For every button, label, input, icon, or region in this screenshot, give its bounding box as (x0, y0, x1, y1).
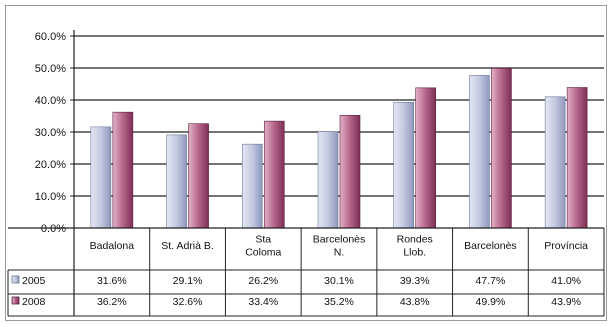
category-label-2: Sta Coloma (245, 234, 281, 259)
bar-2008-5 (491, 68, 512, 229)
legend-key-2005 (11, 275, 20, 284)
category-label-0: Badalona (90, 240, 135, 252)
y-tick-label: 0.0% (41, 223, 66, 235)
category-label-3: Barcelonès N. (313, 234, 366, 259)
data-label-2005-4: 39.3% (400, 275, 430, 287)
bar-2008-6 (566, 87, 588, 229)
y-tick-label: 10.0% (35, 191, 66, 203)
bar-2005-0 (90, 126, 112, 229)
data-label-2008-5: 49.9% (476, 296, 506, 308)
bar-2008-0 (112, 111, 134, 229)
bar-2005-6 (544, 96, 566, 229)
bars (90, 68, 588, 229)
data-label-2005-0: 31.6% (97, 275, 127, 287)
data-label-2005-5: 47.7% (476, 275, 506, 287)
legend-label-2008: 2008 (22, 296, 46, 308)
bar-2008-2 (263, 120, 285, 229)
bar-2008-3 (339, 115, 361, 229)
bar-2008-4 (415, 87, 437, 229)
y-tick-label: 50.0% (35, 63, 66, 75)
category-label-5: Barcelonès (464, 240, 517, 252)
bar-2005-3 (317, 131, 339, 229)
data-label-2008-6: 43.9% (551, 296, 581, 308)
gridlines (74, 35, 604, 197)
data-label-2005-6: 41.0% (551, 275, 581, 287)
legend-label-2005: 2005 (22, 275, 46, 287)
y-tick-label: 60.0% (35, 31, 66, 43)
data-label-2008-1: 32.6% (173, 296, 203, 308)
bar-2005-5 (469, 75, 490, 229)
category-label-4: Rondes Llob. (397, 234, 433, 259)
category-label-1: St. Adrià B. (161, 240, 214, 252)
data-label-2008-4: 43.8% (400, 296, 430, 308)
axes: 0.0% 10.0% 20.0% 30.0% 40.0% 50.0% 60.0% (8, 30, 604, 316)
data-label-2008-3: 35.2% (324, 296, 354, 308)
data-label-2005-3: 30.1% (324, 275, 354, 287)
bar-2008-1 (188, 123, 209, 229)
data-label-2005-1: 29.1% (173, 275, 203, 287)
bar-2005-4 (393, 101, 415, 229)
data-label-2005-2: 26.2% (248, 275, 278, 287)
data-table: Badalona St. Adrià B. Sta Coloma Barcelonès N… (7, 228, 605, 317)
bar-2005-2 (241, 143, 263, 229)
category-label-6: Província (544, 240, 588, 252)
data-label-2008-2: 33.4% (248, 296, 278, 308)
y-tick-label: 20.0% (35, 159, 66, 171)
y-tick-label: 30.0% (35, 127, 66, 139)
y-tick-label: 40.0% (35, 95, 66, 107)
data-label-2008-0: 36.2% (97, 296, 127, 308)
legend-key-2008 (11, 296, 20, 305)
bar-2005-1 (166, 134, 187, 229)
